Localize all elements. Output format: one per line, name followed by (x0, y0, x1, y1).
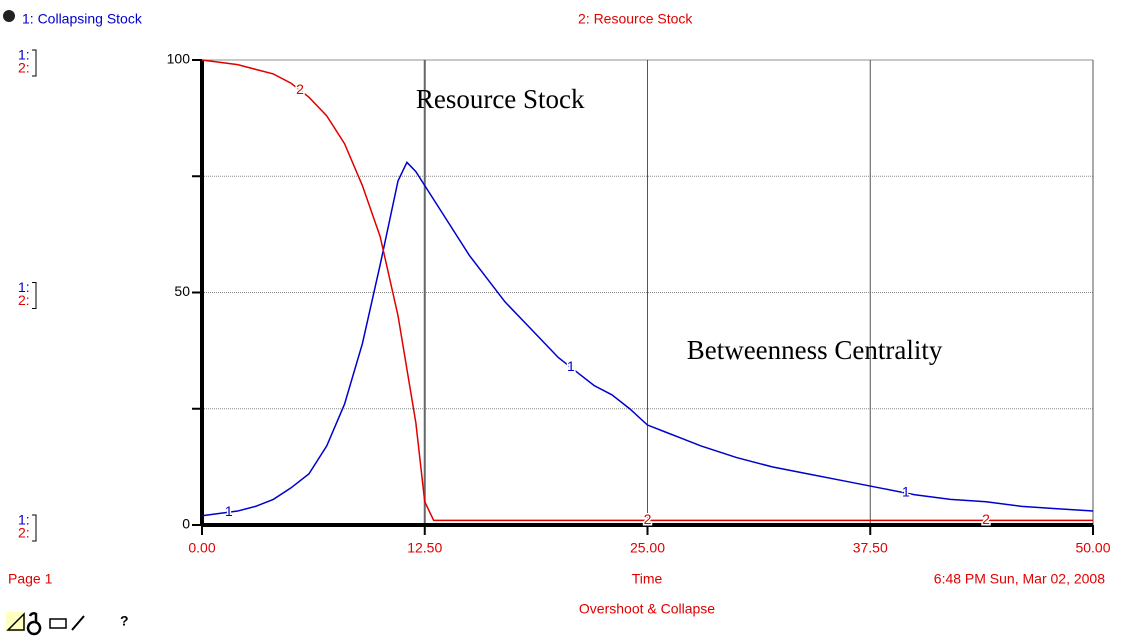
page-label: Page 1 (8, 571, 53, 587)
x-tick-label: 37.50 (853, 540, 888, 556)
axis-key: 1: (18, 512, 30, 528)
x-tick-label: 25.00 (630, 540, 665, 556)
line-label: 1 (567, 358, 575, 374)
line-label: 1 (902, 484, 910, 500)
legend-entry: 1: Collapsing Stock (22, 11, 143, 27)
line-label: 1 (225, 503, 233, 519)
line-label: 2 (644, 511, 652, 527)
timestamp: 6:48 PM Sun, Mar 02, 2008 (934, 571, 1105, 587)
y-tick-label: 100 (167, 51, 191, 67)
y-tick-label: 0 (182, 516, 190, 532)
x-tick-label: 50.00 (1075, 540, 1110, 556)
axis-key: 1: (18, 47, 30, 63)
print-icon[interactable] (49, 618, 67, 629)
axis-key: 2: (18, 60, 30, 76)
wand-icon[interactable] (71, 615, 85, 631)
series-line (201, 160, 1094, 517)
annotation: Resource Stock (416, 84, 585, 114)
axis-key-bracket (32, 514, 37, 542)
series-line (201, 59, 1093, 522)
axis-key-bracket (32, 49, 37, 77)
axis-key: 1: (18, 279, 30, 295)
axis-key-bracket (32, 282, 37, 309)
annotation: Betweenness Centrality (687, 335, 943, 365)
line-label: 2 (296, 81, 304, 97)
chart-title: Overshoot & Collapse (579, 601, 715, 617)
lock-icon[interactable] (26, 612, 42, 636)
y-tick-label: 50 (174, 283, 190, 299)
x-tick-label: 12.50 (407, 540, 442, 556)
toolbar: ? (6, 612, 129, 636)
legend-entry: 2: Resource Stock (578, 11, 693, 27)
app-icon (3, 10, 15, 22)
x-axis-label: Time (632, 571, 663, 587)
help-icon[interactable]: ? (120, 613, 129, 629)
tool-icon[interactable] (6, 612, 25, 631)
axis-key: 2: (18, 292, 30, 308)
line-label: 2 (982, 511, 990, 527)
x-tick-label: 0.00 (188, 540, 215, 556)
axis-key: 2: (18, 525, 30, 541)
